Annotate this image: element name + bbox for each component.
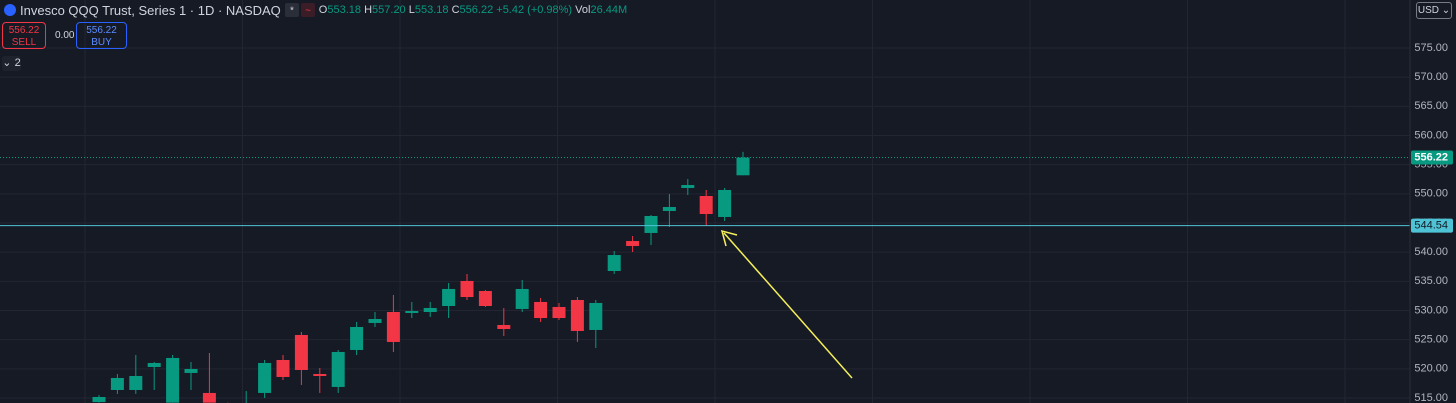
candle-body <box>552 306 566 319</box>
candle-body <box>405 311 419 313</box>
candle-body <box>423 307 437 313</box>
candle-body <box>607 255 621 271</box>
vertical-grid <box>84 0 1346 403</box>
y-tick-label: 535.00 <box>1414 275 1448 287</box>
hline-badge <box>1411 218 1453 233</box>
candle-body <box>110 377 124 390</box>
y-tick-label: 525.00 <box>1414 334 1448 346</box>
sell-text: SELL <box>11 37 37 48</box>
y-tick-label: 520.00 <box>1414 363 1448 375</box>
symbol: Invesco QQQ Trust, Series 1 · 1D · NASDA… <box>20 2 281 18</box>
ohlc: O553.18 H557.20 L553.18 C556.22 +5.42 (+… <box>319 4 627 16</box>
last-price-badge <box>1411 150 1453 165</box>
status-icons: * ~ <box>284 3 315 17</box>
sell-price: 556.22 <box>8 25 40 36</box>
candle-body <box>350 326 364 350</box>
candle-body <box>460 280 474 298</box>
arrow-annotation <box>723 232 853 379</box>
price-axis: 515.00520.00525.00530.00535.00540.00545.… <box>1409 0 1453 403</box>
candle-body <box>258 362 272 393</box>
y-tick-label: 570.00 <box>1414 71 1448 83</box>
y-tick-label: 565.00 <box>1414 100 1448 112</box>
candle-body <box>202 392 216 403</box>
candle-body <box>294 334 308 370</box>
candle-body <box>166 357 180 403</box>
candle-body <box>699 195 713 215</box>
candle-body <box>589 302 603 330</box>
open-value: 553.18 <box>327 4 362 16</box>
candle-body <box>147 362 161 368</box>
change: +5.42 (+0.98%) <box>496 4 573 16</box>
y-tick-label: 575.00 <box>1414 42 1448 54</box>
candle-body <box>184 368 198 373</box>
currency: USD <box>1417 5 1439 16</box>
plot-area <box>0 47 1410 403</box>
candle-body <box>736 157 750 176</box>
currency-button[interactable]: USD ⌄ <box>1416 2 1452 19</box>
svg-text:~: ~ <box>305 6 311 17</box>
low-value: 553.18 <box>414 4 449 16</box>
candle-body <box>662 207 676 211</box>
candle-body <box>534 301 548 319</box>
buy-button[interactable]: 556.22 BUY <box>76 22 127 49</box>
volume-value: 26.44M <box>590 4 628 16</box>
candle-body <box>515 288 529 309</box>
candle-body <box>442 288 456 306</box>
candle-body <box>276 360 290 377</box>
candle-body <box>644 215 658 233</box>
candle-body <box>331 351 345 387</box>
high-label: H <box>364 4 373 16</box>
candle-body <box>570 299 584 331</box>
close-value: 556.22 <box>459 4 494 16</box>
y-tick-label: 530.00 <box>1414 304 1448 316</box>
y-tick-label: 515.00 <box>1414 392 1448 403</box>
candle-body <box>718 189 732 217</box>
svg-text:*: * <box>290 6 294 17</box>
sell-button[interactable]: 556.22 SELL <box>2 22 46 49</box>
candle-body <box>129 375 143 390</box>
high-value: 557.20 <box>372 4 406 16</box>
symbol-logo <box>4 4 16 16</box>
candle-body <box>497 325 511 329</box>
buy-text: BUY <box>91 37 112 48</box>
candle-body <box>681 185 695 188</box>
volume-label: Vol <box>575 4 591 16</box>
y-tick-label: 540.00 <box>1414 246 1448 258</box>
arrow-head <box>720 229 738 247</box>
open-label: O <box>318 4 328 16</box>
candle-body <box>92 396 106 403</box>
layers-toggle[interactable]: ⌄ 2 <box>2 56 21 71</box>
y-tick-label: 550.00 <box>1414 188 1448 200</box>
y-tick-label: 560.00 <box>1414 129 1448 141</box>
low-label: L <box>408 4 415 16</box>
buy-price: 556.22 <box>86 25 117 36</box>
close-label: C <box>451 4 460 16</box>
last-price-label: 556.22 <box>1414 151 1448 163</box>
candle-body <box>313 374 327 376</box>
candle-body <box>368 319 382 323</box>
candle-body <box>626 241 640 246</box>
spread: 0.00 <box>55 30 75 41</box>
hline-label: 544.54 <box>1414 220 1448 232</box>
layers-count: 2 <box>14 57 21 69</box>
legend: Invesco QQQ Trust, Series 1 · 1D · NASDA… <box>4 2 627 18</box>
candle-body <box>386 312 400 342</box>
candle-body <box>478 291 492 306</box>
